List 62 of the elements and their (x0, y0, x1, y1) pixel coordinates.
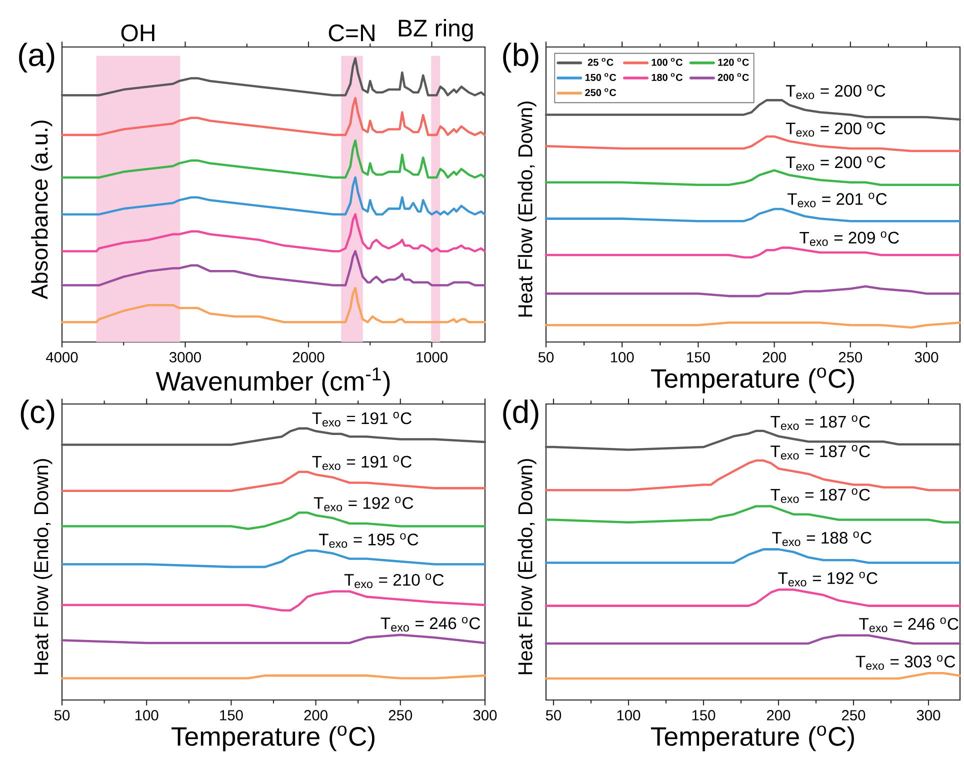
x-tick-label: 150 (692, 710, 716, 720)
legend-label: 25 $^{o}$C (588, 58, 614, 66)
annotation: T$_{exo}$ = 188 $^{o}$C (772, 531, 872, 546)
legend-label: 100 $^{o}$C (652, 58, 683, 66)
x-tick-label: 200 (762, 352, 786, 362)
x-tick-label: 200 (767, 710, 790, 720)
legend-label: 180 $^{o}$C (652, 73, 683, 81)
x-axis-title: Temperature ($^{o}$C) (651, 368, 854, 394)
band-label: BZ ring (398, 19, 473, 42)
y-axis-title: Absorbance (a.u.) (31, 120, 52, 300)
x-tick-label: 4000 (46, 352, 78, 362)
annotation: T$_{exo}$ = 187 $^{o}$C (770, 488, 870, 503)
chart-title: (c) (20, 400, 54, 430)
annotation: T$_{exo}$ = 187 $^{o}$C (770, 415, 870, 430)
annotation: T$_{exo}$ = 200 $^{o}$C (786, 84, 886, 100)
y-axis-title: Heat Flow (Endo, Down) (34, 459, 52, 674)
legend-label: 120 $^{o}$C (718, 58, 749, 66)
x-tick-label: 50 (538, 352, 554, 362)
x-tick-label: 150 (220, 710, 243, 720)
annotation: T$_{exo}$ = 246 $^{o}$C (380, 616, 480, 632)
annotation: T$_{exo}$ = 210 $^{o}$C (344, 574, 444, 588)
y-axis-title: Heat Flow (Endo, Down) (518, 459, 536, 674)
legend-label: 200 $^{o}$C (718, 73, 749, 81)
annotation: T$_{exo}$ = 200 $^{o}$C (786, 156, 886, 171)
legend-label: 150 $^{o}$C (585, 73, 616, 81)
x-tick-label: 250 (842, 710, 866, 720)
chart-title: (b) (503, 42, 538, 73)
annotation: T$_{exo}$ = 303 $^{o}$C (856, 655, 956, 670)
annotation: T$_{exo}$ = 192 $^{o}$C (778, 572, 878, 586)
x-tick-label: 50 (54, 710, 70, 720)
x-tick-label: 100 (610, 352, 634, 362)
annotation: T$_{exo}$ = 201 $^{o}$C (787, 192, 887, 208)
x-tick-label: 300 (914, 352, 938, 362)
annotation: T$_{exo}$ = 200 $^{o}$C (786, 122, 886, 137)
x-tick-label: 1000 (416, 352, 448, 362)
annotation: T$_{exo}$ = 191 $^{o}$C (312, 455, 412, 470)
band-label: C=N (328, 24, 374, 42)
legend-label: 250 $^{o}$C (585, 88, 616, 96)
x-axis-title: Temperature ($^{o}$C) (651, 726, 854, 752)
annotation: T$_{exo}$ = 187 $^{o}$C (770, 444, 870, 460)
x-tick-label: 300 (473, 710, 497, 720)
annotation: T$_{exo}$ = 209 $^{o}$C (800, 231, 899, 246)
y-axis-title: Heat Flow (Endo, Down) (518, 102, 536, 317)
annotation: T$_{exo}$ = 192 $^{o}$C (314, 496, 414, 512)
x-tick-label: 100 (617, 710, 640, 720)
x-tick-label: 50 (546, 710, 562, 720)
chart-title: (d) (503, 400, 538, 430)
x-tick-label: 250 (838, 352, 862, 362)
x-tick-label: 250 (388, 710, 412, 720)
x-tick-label: 100 (135, 710, 158, 720)
x-axis-title: Temperature ($^{o}$C) (172, 726, 374, 752)
band-label: OH (121, 24, 154, 42)
x-tick-label: 200 (304, 710, 328, 720)
annotation: T$_{exo}$ = 195 $^{o}$C (318, 533, 418, 548)
x-tick-label: 150 (687, 352, 710, 362)
x-tick-label: 2000 (292, 352, 324, 362)
x-axis-title: Wavenumber (cm$^{-1}$) (156, 368, 390, 396)
annotation: T$_{exo}$ = 246 $^{o}$C (859, 618, 958, 632)
chart-title: (a) (19, 42, 54, 73)
annotation: T$_{exo}$ = 191 $^{o}$C (312, 412, 412, 427)
x-tick-label: 300 (916, 710, 940, 720)
x-tick-label: 3000 (170, 352, 201, 362)
